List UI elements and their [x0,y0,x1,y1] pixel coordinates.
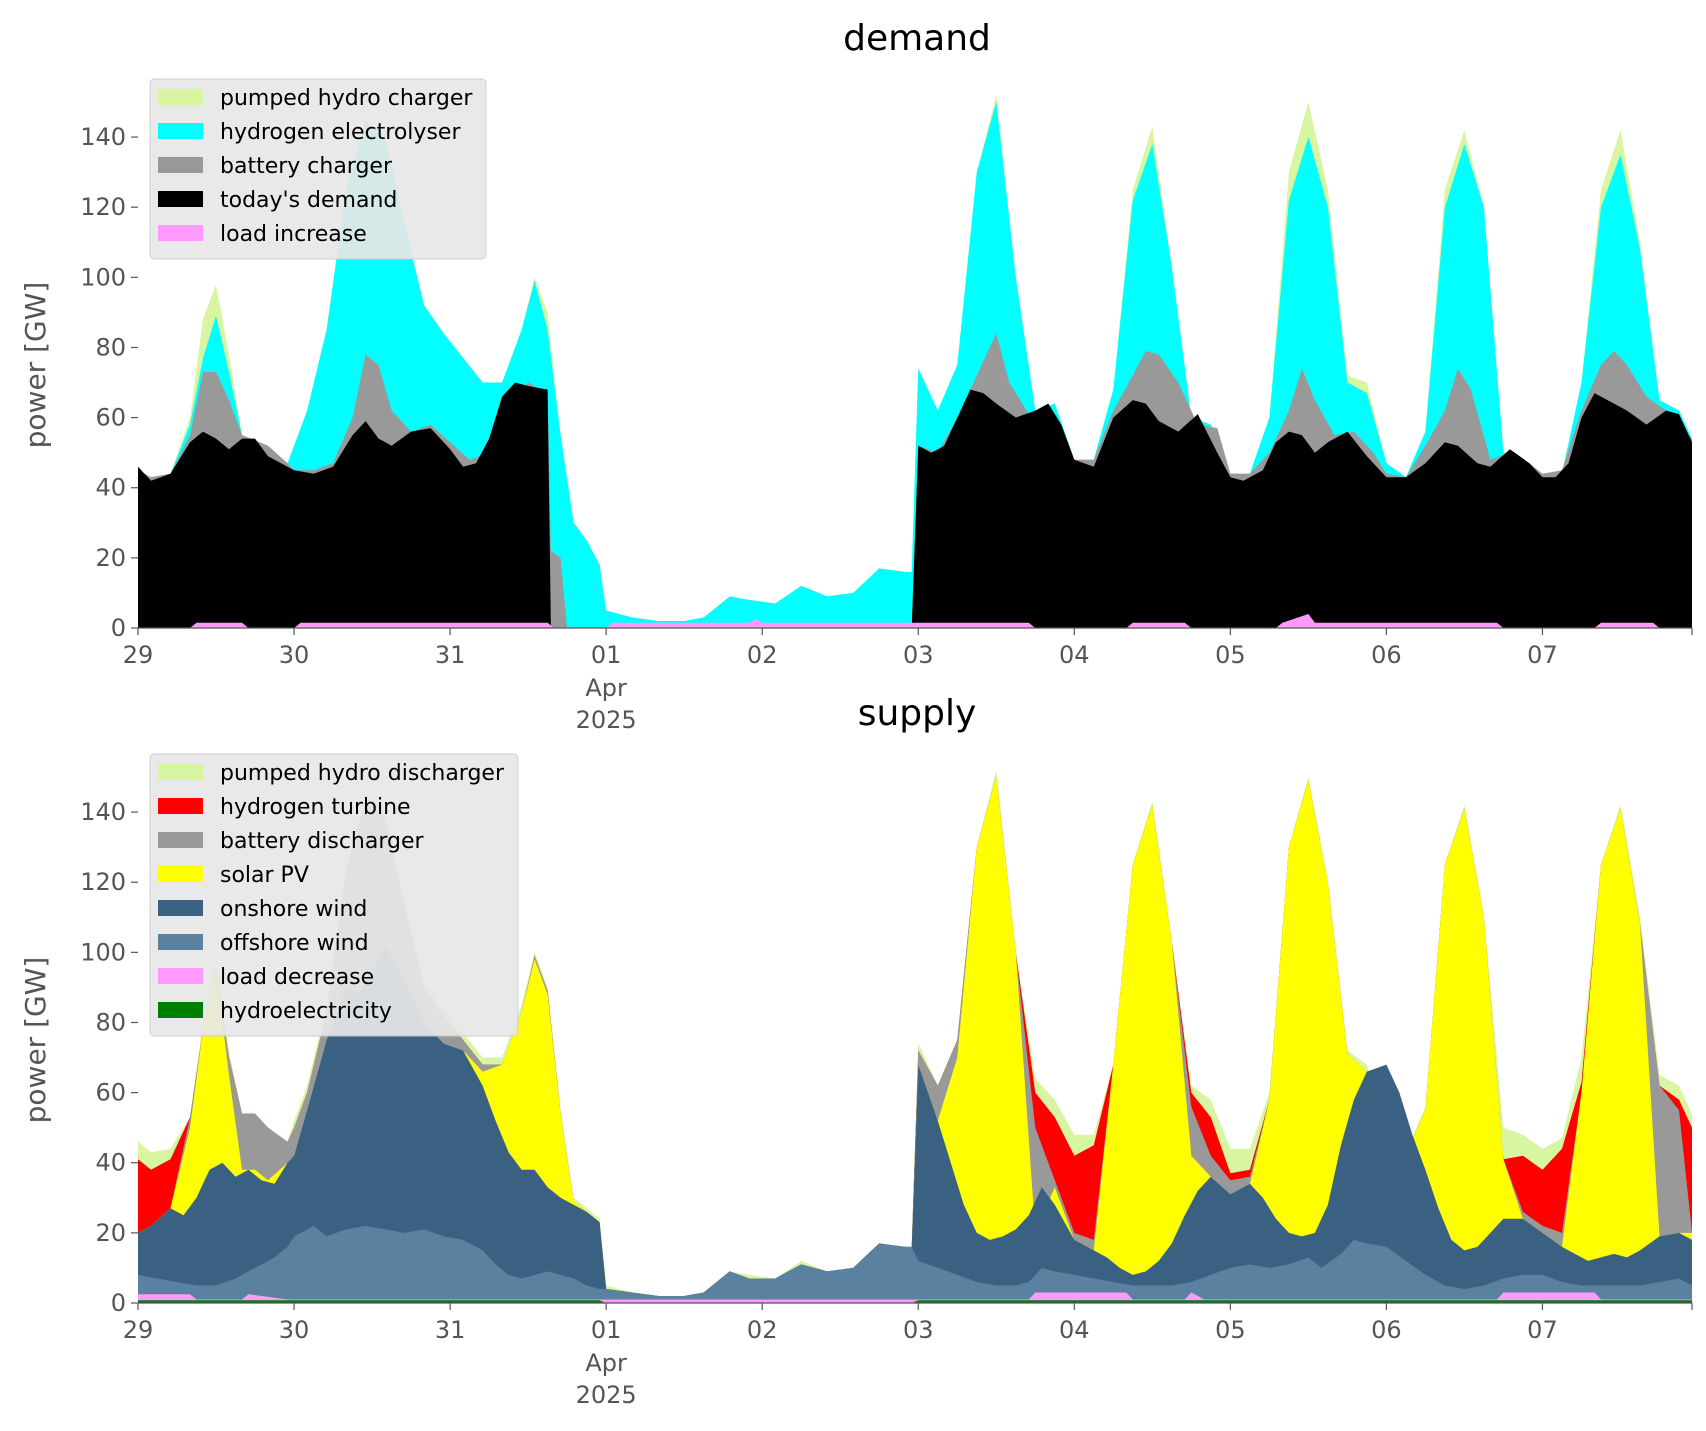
x-tick-label: 03 [903,641,934,669]
legend-label-onshore-wind: onshore wind [220,897,367,922]
legend-swatch-onshore-wind [158,900,203,916]
legend-label-pumped-hydro-charger: pumped hydro charger [220,86,473,111]
legend-swatch-battery-discharger [158,832,203,848]
x-tick-label: 01 [591,641,622,669]
legend-swatch-solar-pv [158,866,203,882]
x-tick-label: 04 [1059,1316,1090,1344]
y-tick-label: 80 [95,333,126,361]
legend-label-battery-charger: battery charger [220,154,393,179]
x-tick-label: 05 [1215,1316,1246,1344]
x-tick-month-label: Apr [585,1349,627,1377]
x-tick-label: 01 [591,1316,622,1344]
y-tick-label: 100 [80,263,126,291]
area-load-increase [138,614,1692,628]
y-axis-label: power [GW] [19,957,52,1124]
legend-swatch-today-s-demand [158,191,203,207]
legend-box [149,753,519,1037]
area-onshore-wind [138,945,1692,1303]
chart-title: supply [858,693,977,734]
y-tick-label: 20 [95,544,126,572]
y-tick-label: 20 [95,1219,126,1247]
legend-swatch-hydroelectricity [158,1002,203,1018]
legend-label-load-increase: load increase [220,222,367,247]
x-tick-label: 03 [903,1316,934,1344]
legend-label-pumped-hydro-discharger: pumped hydro discharger [220,761,505,786]
legend-swatch-pumped-hydro-discharger [158,764,203,780]
y-tick-label: 0 [111,1289,126,1317]
legend-label-today-s-demand: today's demand [220,188,397,213]
y-tick-label: 100 [80,938,126,966]
y-tick-label: 120 [80,193,126,221]
x-tick-label: 29 [123,1316,154,1344]
axes: 0 20 40 60 80 100 120 140 29 30 31 01 Apr 2025 02 03 04 0… [80,798,1693,1409]
chart-title: demand [843,18,991,59]
area-hydroelectricity [138,1300,1692,1303]
legend-box [149,78,487,260]
y-tick-label: 0 [111,614,126,642]
legend-label-hydroelectricity: hydroelectricity [220,999,392,1024]
area-today-s-demand [138,382,1692,628]
legend-label-hydrogen-turbine: hydrogen turbine [220,795,411,820]
y-tick-label: 40 [95,474,126,502]
legend-label-hydrogen-electrolyser: hydrogen electrolyser [220,120,461,145]
y-tick-label: 140 [80,798,126,826]
legend-swatch-hydrogen-electrolyser [158,123,203,139]
legend-swatch-pumped-hydro-charger [158,89,203,105]
y-tick-label: 140 [80,123,126,151]
x-tick-month-label: Apr [585,674,627,702]
x-tick-label: 05 [1215,641,1246,669]
x-tick-label: 06 [1371,1316,1402,1344]
legend-swatch-load-decrease [158,968,203,984]
legend: pumped hydro discharger hydrogen turbine b… [149,753,519,1037]
x-tick-label: 29 [123,641,154,669]
legend-label-load-decrease: load decrease [220,965,374,990]
axes: 0 20 40 60 80 100 120 140 29 30 31 01 Apr 2025 02 03 04 0… [80,123,1693,734]
area-offshore-wind [138,1225,1692,1303]
legend: pumped hydro charger hydrogen electrolyse… [149,78,487,260]
stacked-areas [138,770,1692,1303]
legend-label-battery-discharger: battery discharger [220,829,425,854]
x-tick-year-label: 2025 [576,1381,637,1409]
x-tick-label: 31 [435,641,466,669]
x-tick-label: 31 [435,1316,466,1344]
legend-swatch-hydrogen-turbine [158,798,203,814]
legend-label-solar-pv: solar PV [220,863,309,888]
legend-label-offshore-wind: offshore wind [220,931,369,956]
x-tick-year-label: 2025 [576,706,637,734]
x-tick-label: 02 [747,1316,778,1344]
x-tick-label: 04 [1059,641,1090,669]
y-axis-label: power [GW] [19,282,52,449]
legend-swatch-load-increase [158,225,203,241]
stacked-areas [138,95,1692,628]
y-tick-label: 40 [95,1149,126,1177]
x-tick-label: 30 [279,1316,310,1344]
y-tick-label: 80 [95,1008,126,1036]
x-tick-label: 06 [1371,641,1402,669]
x-tick-label: 30 [279,641,310,669]
y-tick-label: 60 [95,1079,126,1107]
x-tick-label: 07 [1527,641,1558,669]
y-tick-label: 120 [80,868,126,896]
legend-swatch-battery-charger [158,157,203,173]
x-tick-label: 07 [1527,1316,1558,1344]
legend-swatch-offshore-wind [158,934,203,950]
y-tick-label: 60 [95,404,126,432]
x-tick-label: 02 [747,641,778,669]
